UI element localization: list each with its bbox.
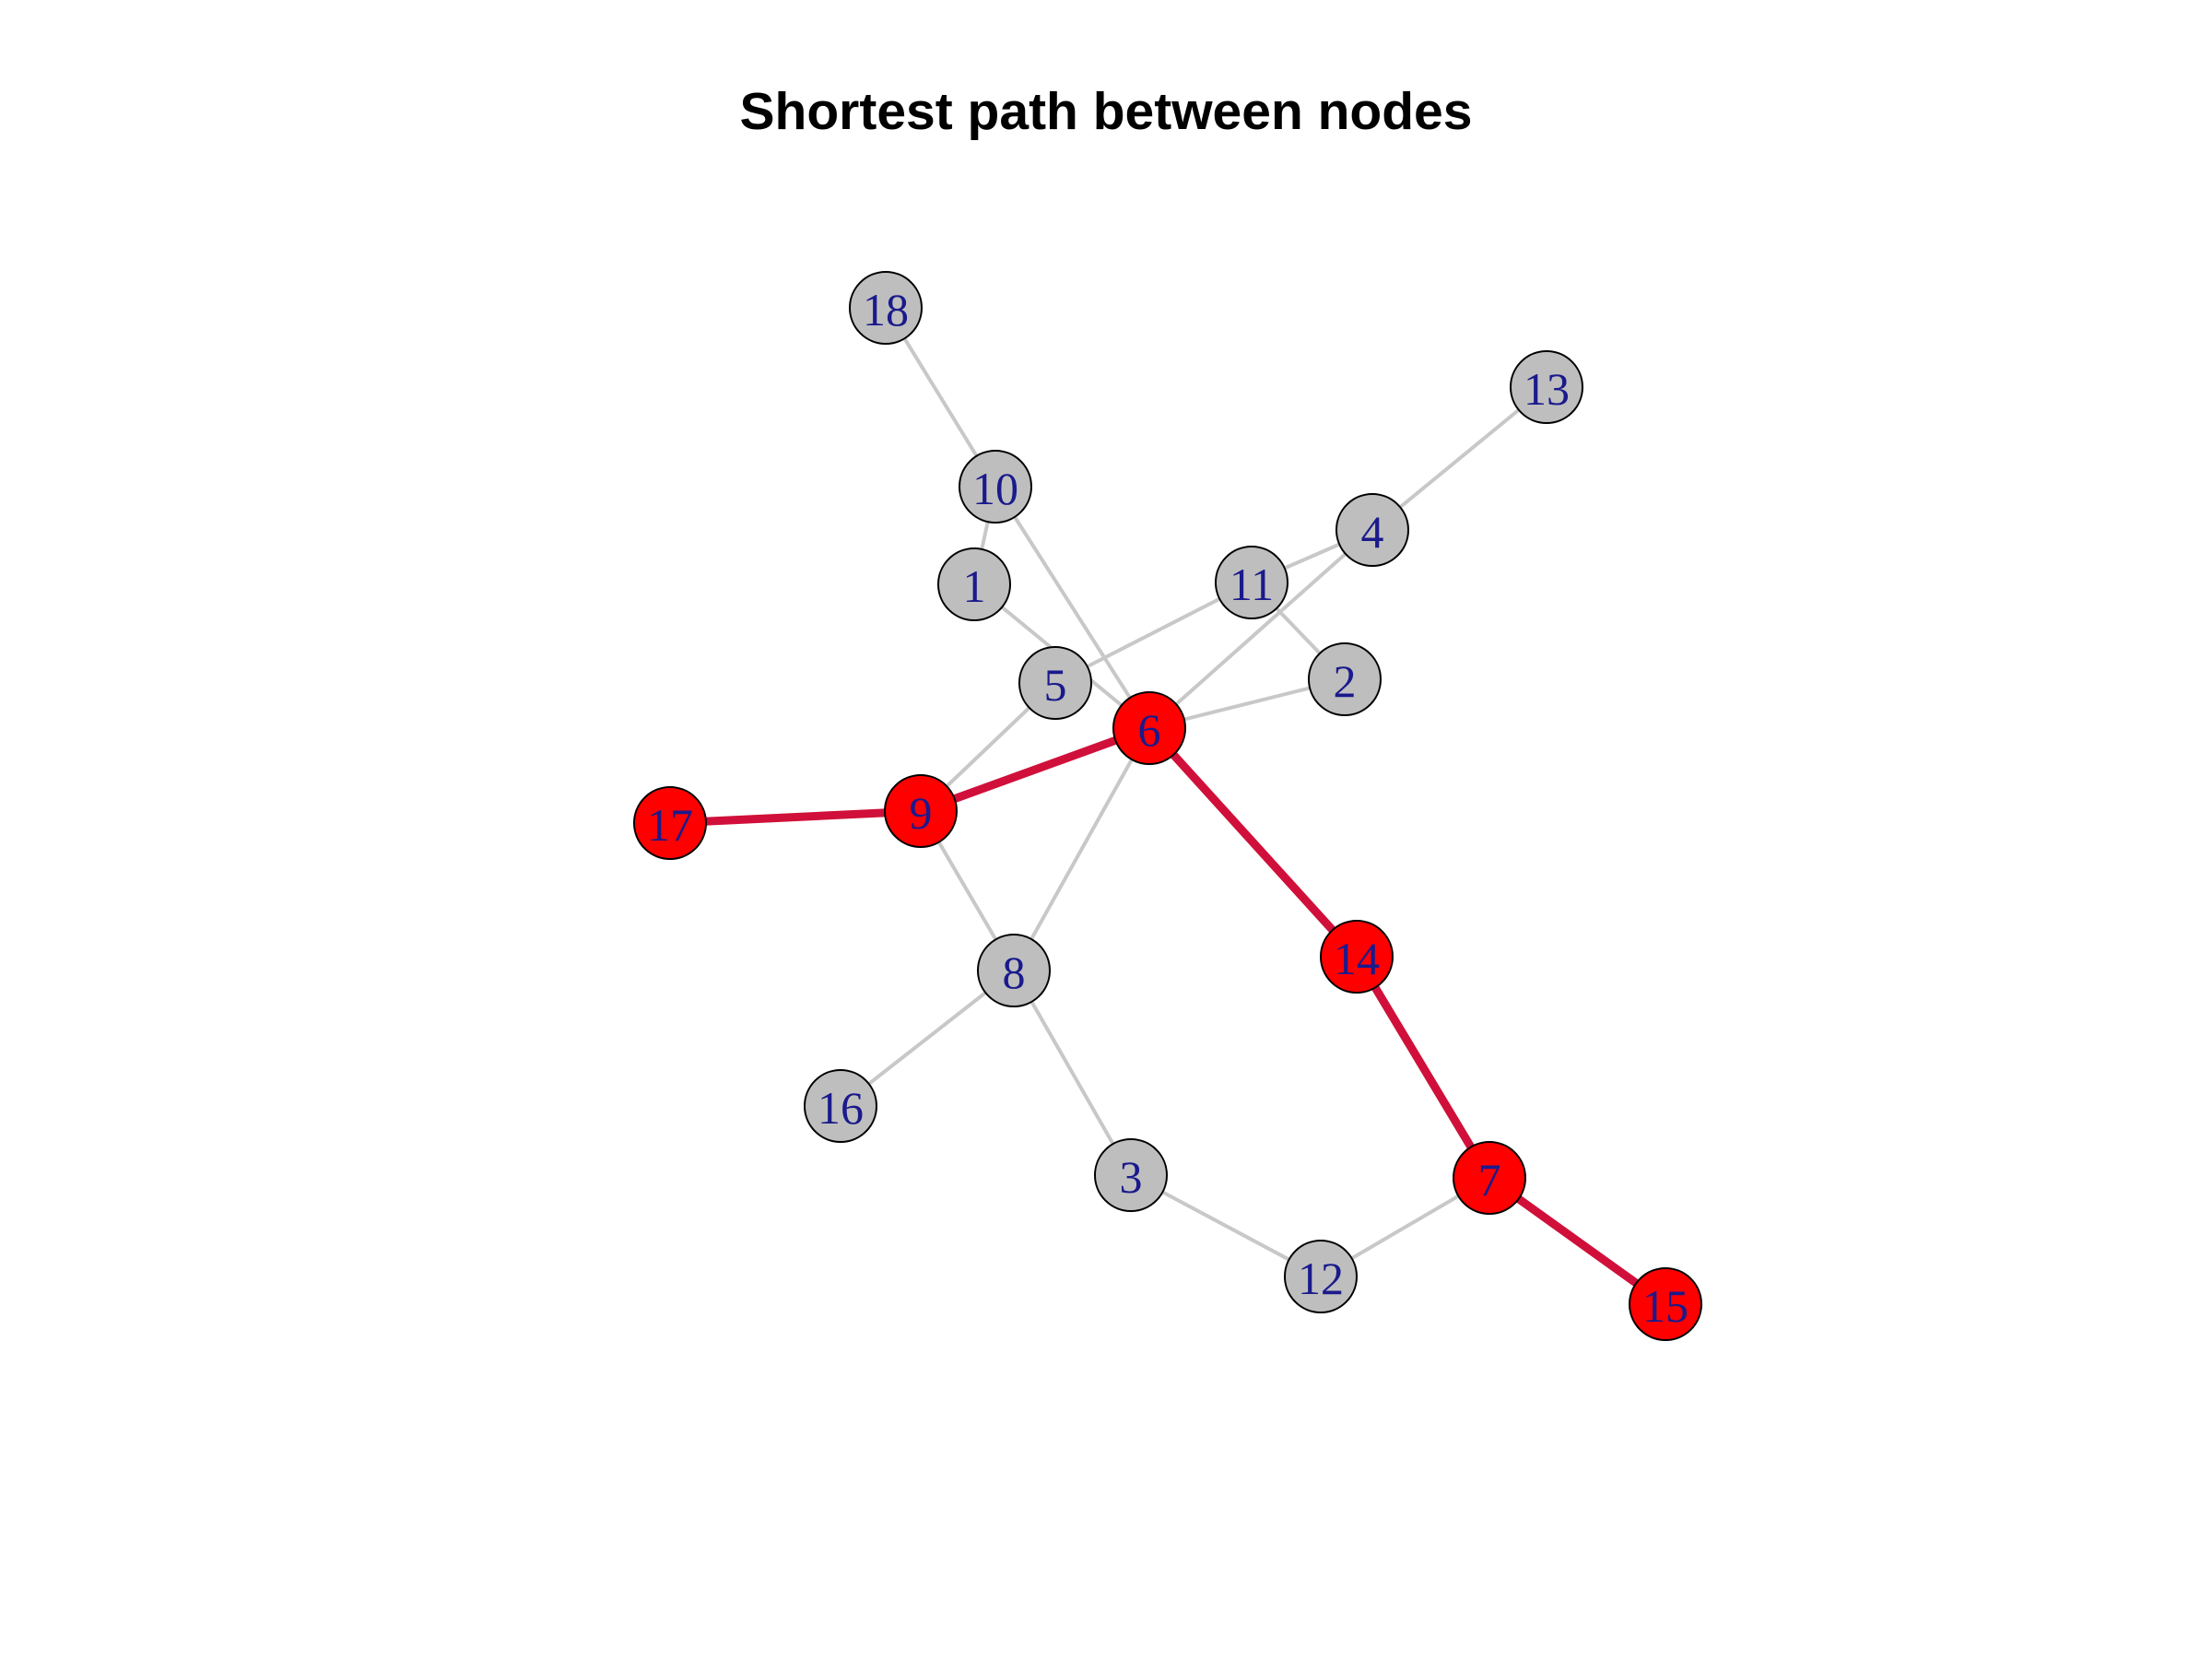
node-label-2: 2 (1334, 655, 1357, 707)
node-label-8: 8 (1003, 947, 1026, 998)
path-edge-14-7 (1352, 952, 1494, 1182)
node-11: 11 (1215, 546, 1288, 619)
node-circle-16 (804, 1069, 877, 1143)
node-16: 16 (804, 1069, 877, 1143)
node-label-9: 9 (910, 787, 933, 839)
node-circle-17 (633, 786, 707, 860)
node-1: 1 (937, 547, 1011, 621)
edge-8-3 (1012, 969, 1133, 1177)
node-4: 4 (1335, 493, 1409, 567)
node-3: 3 (1094, 1138, 1168, 1212)
node-label-12: 12 (1298, 1253, 1344, 1304)
node-7: 7 (1453, 1141, 1526, 1215)
node-label-16: 16 (818, 1082, 864, 1134)
node-17: 17 (633, 786, 707, 860)
node-circle-13 (1510, 350, 1583, 424)
edge-6-8 (1012, 726, 1151, 972)
node-12: 12 (1284, 1240, 1358, 1313)
node-10: 10 (959, 450, 1032, 524)
edge-13-4 (1371, 385, 1548, 532)
edge-10-6 (994, 485, 1151, 730)
node-label-3: 3 (1120, 1151, 1143, 1203)
path-edge-9-6 (916, 724, 1154, 816)
node-8: 8 (977, 934, 1051, 1007)
node-circle-8 (977, 934, 1051, 1007)
node-9: 9 (884, 774, 958, 848)
node-label-10: 10 (972, 463, 1018, 514)
node-label-17: 17 (647, 799, 693, 851)
node-label-7: 7 (1478, 1154, 1501, 1206)
node-circle-5 (1018, 646, 1092, 720)
node-5: 5 (1018, 646, 1092, 720)
node-6: 6 (1112, 691, 1186, 765)
path-edge-17-9 (665, 806, 925, 828)
node-label-14: 14 (1334, 933, 1380, 984)
node-label-1: 1 (963, 560, 986, 612)
node-2: 2 (1308, 642, 1382, 716)
node-circle-1 (937, 547, 1011, 621)
node-label-6: 6 (1138, 704, 1161, 756)
node-circle-9 (884, 774, 958, 848)
node-circle-7 (1453, 1141, 1526, 1215)
node-circle-15 (1629, 1267, 1702, 1341)
node-circle-12 (1284, 1240, 1358, 1313)
node-label-15: 15 (1642, 1280, 1688, 1332)
edge-4-6 (1147, 528, 1374, 730)
node-circle-18 (849, 271, 923, 345)
node-circle-2 (1308, 642, 1382, 716)
path-edge-6-14 (1145, 724, 1361, 961)
node-circle-14 (1320, 920, 1394, 994)
node-14: 14 (1320, 920, 1394, 994)
node-label-18: 18 (863, 284, 909, 335)
node-circle-4 (1335, 493, 1409, 567)
node-circle-11 (1215, 546, 1288, 619)
node-circle-10 (959, 450, 1032, 524)
node-circle-3 (1094, 1138, 1168, 1212)
plot-title: Shortest path between nodes (739, 82, 1473, 141)
node-13: 13 (1510, 350, 1583, 424)
node-label-13: 13 (1524, 363, 1570, 415)
node-15: 15 (1629, 1267, 1702, 1341)
node-circle-6 (1112, 691, 1186, 765)
node-label-4: 4 (1361, 506, 1384, 558)
node-label-11: 11 (1230, 559, 1274, 610)
node-18: 18 (849, 271, 923, 345)
node-label-5: 5 (1044, 659, 1067, 711)
